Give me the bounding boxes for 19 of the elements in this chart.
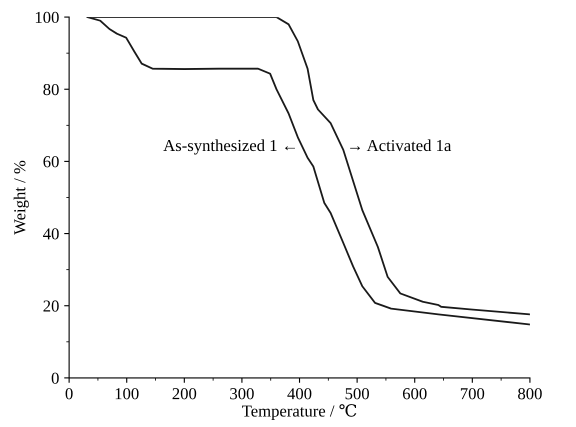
y-tick-label: 60 (43, 156, 59, 168)
x-tick-label: 400 (287, 388, 312, 400)
y-tick-label: 100 (36, 12, 59, 24)
y-tick-label: 0 (52, 372, 59, 384)
y-tick-label: 20 (43, 300, 59, 312)
y-tick-label: 40 (43, 228, 59, 240)
x-tick-label: 600 (402, 388, 427, 400)
x-tick-label: 0 (66, 388, 73, 400)
annotation: → Activated 1a (350, 139, 452, 152)
x-tick-label: 700 (460, 388, 484, 400)
x-tick-label: 100 (116, 388, 139, 400)
x-tick-label: 300 (230, 388, 254, 400)
annotation: As-synthesized 1 ← (163, 139, 295, 155)
x-axis-title: Temperature / ℃ (242, 404, 356, 420)
x-tick-label: 800 (518, 388, 542, 400)
x-tick-label: 500 (346, 388, 369, 400)
x-tick-label: 200 (172, 388, 196, 400)
y-tick-label: 80 (43, 84, 59, 96)
y-axis-title: Weight / % (14, 160, 29, 235)
